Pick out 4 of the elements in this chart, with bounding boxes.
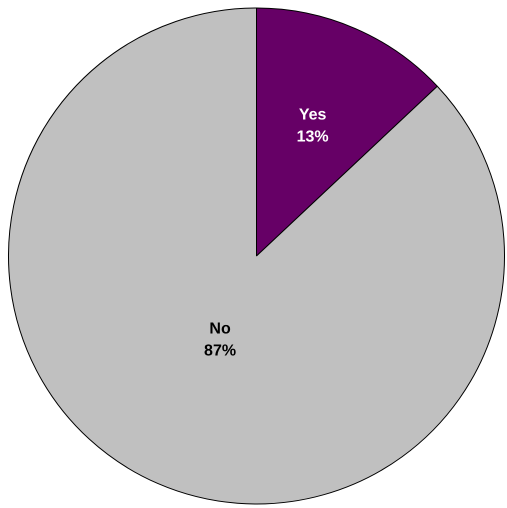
data-label: 13% (296, 128, 329, 146)
data-label: 87% (204, 342, 236, 360)
slice-label: Yes (298, 106, 327, 124)
slice-label: No (209, 320, 231, 338)
